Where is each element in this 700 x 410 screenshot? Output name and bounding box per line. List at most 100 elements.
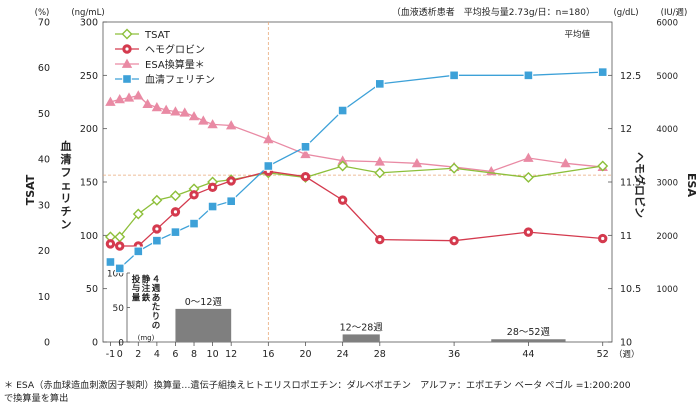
esa-point [151,102,163,112]
hb-tick-label: 11.5 [620,178,641,189]
hemoglobin-point-center [173,210,178,214]
x-tick-label: 10 [207,349,219,360]
tsat-point [374,167,386,179]
esa-point [114,94,125,104]
esa-point [560,158,571,168]
inset-axis-label-char: の [152,321,161,331]
iron-dose-bar [342,334,380,342]
inset-axis-label-char: 与 [132,283,141,294]
inset-axis-label-unit: (mg) [138,334,155,342]
ferritin-point [263,161,274,171]
hemoglobin-point-center [601,236,605,241]
esa-tick-label: 4000 [656,125,678,135]
hemoglobin-point-center [118,244,122,248]
ferritin-point [133,246,144,257]
footnote-line-2: で換算量を算出 [4,393,69,404]
chart-header-note: （血液透析患者 平均投与量2.73g/日：n=180） [392,6,595,18]
esa-point [105,96,116,106]
esa-tick-label: 6000 [656,19,678,29]
esa-point [160,104,172,114]
footnote-line-1: ＊ ESA（赤血球造血刺激因子製剤）換算量…遺伝子組換えヒトエリスロポエチン：ダ… [4,380,631,391]
esa-axis-unit: (IU/週) [661,8,688,18]
hemoglobin-series-points [105,166,608,251]
ferritin-point [449,70,459,81]
x-tick-label: 36 [448,349,460,360]
ferritin-point [207,201,218,212]
ferritin-axis-label-char: 清 [61,152,72,166]
ferritin-point [114,263,125,274]
esa-point [179,107,190,117]
iron-dose-bar [175,308,232,342]
ferritin-point [374,79,385,89]
footnote: ＊ ESA（赤血球造血刺激因子製剤）換算量…遺伝子組換えヒトエリスロポエチン：ダ… [4,379,631,405]
mean-value-label: 平均値 [564,29,590,40]
tsat-point [448,162,460,174]
tsat-point [121,28,133,40]
legend-label: ESA換算量＊ [145,58,205,71]
hemoglobin-point-center [155,227,159,231]
tsat-point [522,171,534,183]
tsat-tick-label: 60 [38,63,50,74]
ferritin-axis-label-char: 血 [61,139,72,153]
ferritin-tick-label: 50 [86,284,98,295]
inset-axis-label-char: 週 [152,284,161,294]
ferritin-axis-label-char: リ [61,192,72,205]
inset-axis-label-char: 投 [132,274,141,285]
esa-point [207,119,218,129]
esa-point [142,98,153,109]
ferritin-axis-label-char: チ [61,205,72,218]
hb-tick-label: 11 [620,231,632,242]
x-tick-label: 44 [522,349,534,360]
esa-point [123,92,135,102]
inset-axis-label-char: た [152,302,161,313]
hemoglobin-point-center [452,239,456,243]
esa-tick-label: 1000 [656,285,678,295]
esa-tick-label: 5000 [656,72,678,82]
ferritin-series-points [105,67,608,274]
ferritin-point [226,196,236,206]
ferritin-point [337,105,348,116]
inset-axis-label-char: ４ [152,274,161,285]
esa-point [411,158,423,168]
ferritin-axis-label-char: フ [61,166,72,179]
inset-tick-label: 0 [118,339,124,349]
inset-axis-label-char: 静 [142,274,151,285]
hb-tick-label: 12 [620,124,632,135]
tsat-point [132,208,144,220]
x-tick-label: 20 [299,349,311,360]
iron-dose-bar [491,339,566,342]
esa-point [300,148,311,159]
ferritin-tick-label: 0 [92,338,98,349]
legend-marker [121,58,133,68]
hemoglobin-point-center [192,193,196,197]
hb-axis-label: ヘモグロビン [633,152,647,218]
inset-axis-label-char: あ [152,293,161,303]
ferritin-point [189,218,199,229]
iron-dose-bar-label: 12〜28週 [340,321,384,333]
legend-label: TSAT [144,30,171,41]
legend-marker [122,74,132,84]
tsat-tick-label: 20 [38,246,50,257]
x-tick-label: 0 [117,349,123,360]
hemoglobin-point-center [341,198,345,202]
esa-point [133,90,144,100]
hb-tick-label: 12.5 [620,71,641,82]
tsat-point [337,160,349,172]
esa-point [523,152,534,162]
x-tick-label: 24 [337,349,349,360]
inset-axis-label-char: 鉄 [142,292,151,303]
x-tick-label: 52 [597,349,609,360]
tsat-tick-label: 70 [38,18,50,29]
esa-point [188,111,200,121]
hb-tick-label: 10.5 [620,284,641,295]
inset-tick-label: 100 [107,270,124,280]
tsat-axis-label: TSAT [24,174,37,205]
esa-point [121,58,133,68]
hemoglobin-point-center [125,47,129,51]
ferritin-point [523,70,534,81]
ferritin-axis-label-char: ン [61,218,72,231]
chart-svg: （血液透析患者 平均投与量2.73g/日：n=180）平均値0102030405… [24,6,698,360]
ferritin-tick-label: 100 [80,231,98,242]
tsat-tick-label: 10 [38,292,50,303]
